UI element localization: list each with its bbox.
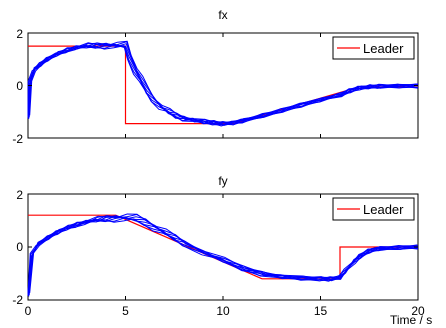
fy-ytick-label-2: 2 — [16, 188, 23, 202]
fx-title: fx — [218, 8, 227, 22]
fy-legend: Leader — [332, 197, 415, 221]
fy-follower-line-5 — [27, 215, 419, 297]
fx-legend: Leader — [332, 36, 415, 60]
fy-ytick-label-0: 0 — [16, 240, 23, 254]
fx-legend-label: Leader — [363, 41, 404, 56]
fx-ytick-label-0: 0 — [16, 79, 23, 93]
fx-legend-box — [332, 36, 415, 60]
fy-legend-box — [332, 197, 415, 221]
fx-follower-line-8 — [29, 40, 419, 126]
fy-follower-line-8 — [29, 213, 419, 293]
fx-ytick-label-neg2: -2 — [12, 132, 23, 146]
fx-ytick-label-2: 2 — [16, 27, 23, 41]
fy-xtick-label-0: 0 — [25, 304, 32, 318]
fy-title: fy — [218, 174, 227, 188]
fx-ticks: 2 0 -2 — [12, 27, 419, 146]
fy-leader-series — [28, 214, 418, 280]
fx-follower-series — [27, 40, 419, 127]
fx-subplot: fx 2 0 -2 Leader — [12, 8, 419, 146]
fy-follower-series — [27, 213, 419, 297]
fx-follower-line-6 — [28, 42, 419, 126]
fy-xtick-label-15: 15 — [314, 304, 328, 318]
x-axis-label: Time / s — [390, 313, 432, 327]
fy-subplot: fy 2 0 -2 0 5 10 15 20 Leader — [12, 174, 425, 318]
fy-xtick-label-5: 5 — [122, 304, 129, 318]
fy-xtick-label-10: 10 — [216, 304, 230, 318]
fy-ytick-label-neg2: -2 — [12, 293, 23, 307]
fy-legend-label: Leader — [363, 202, 404, 217]
fy-xtick-label-20: 20 — [411, 304, 425, 318]
fy-leader-line — [28, 214, 418, 280]
fy-ticks: 2 0 -2 0 5 10 15 20 — [12, 188, 425, 318]
